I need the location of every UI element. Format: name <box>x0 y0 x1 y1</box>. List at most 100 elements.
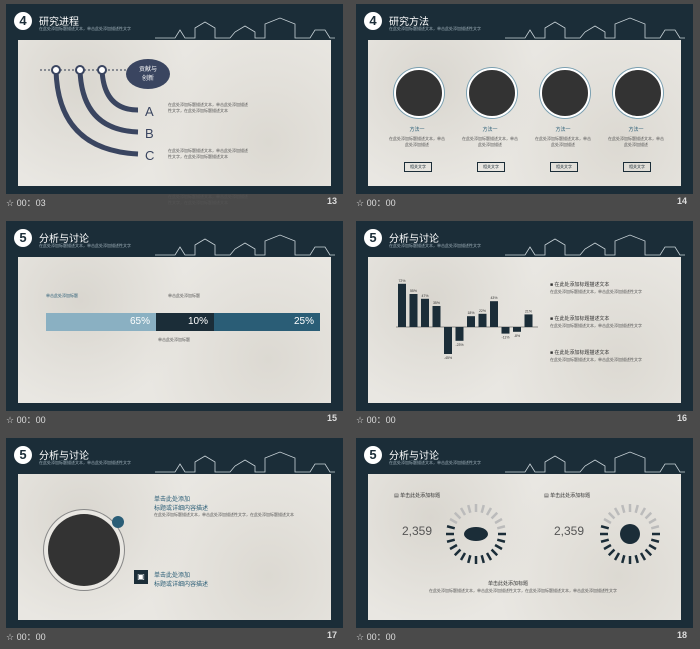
slide-thumbnail-17[interactable]: 5 分析与讨论 在此处添加标题描述文本，单击此处添加描述性文字 单击此处添加 标… <box>0 434 343 642</box>
slide-footer: ☆ 00：03 13 <box>0 196 337 208</box>
slide-page-number: 17 <box>326 630 337 640</box>
slide-subtitle: 在此处添加标题描述文本，单击此处添加描述性文字 <box>389 460 481 465</box>
chart-data-label: 35% <box>433 301 440 305</box>
timing-label: ☆ 00：00 <box>356 632 396 642</box>
stat-bar: 10% <box>156 313 214 331</box>
method-button[interactable]: 相关文字 <box>623 162 651 172</box>
method-photo <box>540 68 590 118</box>
chart-bar <box>490 301 498 327</box>
method-button[interactable]: 相关文字 <box>477 162 505 172</box>
badge-circle <box>112 516 124 528</box>
slide-canvas[interactable]: 5 分析与讨论 在此处添加标题描述文本，单击此处添加描述性文字 ▤ 单击此处添加… <box>356 438 693 628</box>
timing-label: ☆ 00：00 <box>6 415 46 425</box>
timing-label: ☆ 00：00 <box>6 632 46 642</box>
slide-page-number: 15 <box>326 413 337 423</box>
skyline-decoration <box>155 12 335 40</box>
slide-thumbnail-15[interactable]: 5 分析与讨论 在此处添加标题描述文本，单击此处添加描述性文字 65% 10% 25… <box>0 217 343 425</box>
legend-desc: 在此处添加标题描述文本，单击此处添加描述性文字 <box>550 357 642 362</box>
stat-text: 单击此处添加标题 <box>168 293 200 298</box>
chart-bar <box>444 327 452 354</box>
chart-data-label: 55% <box>410 289 417 293</box>
chart-data-label: 43% <box>490 296 497 300</box>
slide-footer: ☆ 00：00 14 <box>350 196 687 208</box>
skyline-decoration <box>505 446 685 474</box>
legend-item: ■ 在此处添加标题描述文本 <box>550 316 610 322</box>
section-number: 5 <box>14 229 32 247</box>
chart-data-label: -23% <box>455 343 463 347</box>
legend-item: ■ 在此处添加标题描述文本 <box>550 282 610 288</box>
slide-canvas[interactable]: 5 分析与讨论 在此处添加标题描述文本，单击此处添加描述性文字 单击此处添加 标… <box>6 438 343 628</box>
method-button[interactable]: 相关文字 <box>404 162 432 172</box>
slide-page-number: 16 <box>676 413 687 423</box>
label-C: C <box>145 148 155 163</box>
slide-paper: ▤ 单击此处添加标题 ▤ 单击此处添加标题 2,359 2,359 单击此处添加… <box>368 474 681 620</box>
stat-bar: 25% <box>214 313 320 331</box>
chart-bar <box>398 283 406 327</box>
stat-text: 单击此处添加标题 <box>158 337 190 342</box>
method-label: 方法一 <box>555 127 571 133</box>
chart-data-label: -45% <box>444 356 452 360</box>
desc-text: 在此处添加标题描述文本，单击此处添加描述性文字，在此处添加标题描述文本 <box>168 102 248 113</box>
slide-subtitle: 在此处添加标题描述文本，单击此处添加描述性文字 <box>39 243 131 248</box>
kpi-label: ▤ 单击此处添加标题 <box>394 493 441 499</box>
legend-item: ■ 在此处添加标题描述文本 <box>550 350 610 356</box>
stat-text: 单击此处添加标题 <box>46 293 78 298</box>
method-photo <box>394 68 444 118</box>
legend-desc: 在此处添加标题描述文本，单击此处添加描述性文字 <box>550 289 642 294</box>
team-photo <box>48 514 120 586</box>
slide-footer: ☆ 00：00 17 <box>0 630 337 642</box>
method-desc: 在此处添加标题描述文本，单击此处添加描述 <box>389 136 445 147</box>
center-desc: 在此处添加标题描述文本，单击此处添加描述性文字，在此处添加标题描述文本，单击此处… <box>429 588 617 593</box>
slide-title: 研究方法 <box>389 17 429 28</box>
slide-footer: ☆ 00：00 18 <box>350 630 687 642</box>
method-desc: 在此处添加标题描述文本，单击此处添加描述 <box>535 136 591 147</box>
stat-bar: 65% <box>46 313 156 331</box>
slide-paper: 72% 55% 47% 35% -45% -23% 18% 22% 43% -11% -8% 21% ■… <box>368 257 681 403</box>
slide-subtitle: 在此处添加标题描述文本，单击此处添加描述性文字 <box>39 26 131 31</box>
slide-title: 分析与讨论 <box>39 451 89 462</box>
slide-title: 分析与讨论 <box>389 234 439 245</box>
chart-bar <box>432 306 441 327</box>
slide-thumbnail-16[interactable]: 5 分析与讨论 在此处添加标题描述文本，单击此处添加描述性文字 72% 55% 47… <box>350 217 693 425</box>
slide-title: 研究进程 <box>39 17 79 28</box>
desc-text: 在此处添加标题描述文本，单击此处添加描述性文字，在此处添加标题描述文本 <box>168 194 248 205</box>
slide-canvas[interactable]: 4 研究方法 在此处添加标题描述文本，单击此处添加描述性文字 方法一 在此处添加… <box>356 4 693 194</box>
slide-thumbnail-18[interactable]: 5 分析与讨论 在此处添加标题描述文本，单击此处添加描述性文字 ▤ 单击此处添加… <box>350 434 693 642</box>
desc-text: 在此处添加标题描述文本，单击此处添加描述性文字，在此处添加标题描述文本 <box>168 148 248 159</box>
slide-subtitle: 在此处添加标题描述文本，单击此处添加描述性文字 <box>389 243 481 248</box>
timing-label: ☆ 00：03 <box>6 198 46 208</box>
headline-1: 单击此处添加 标题或详细内容描述 <box>154 497 209 512</box>
chart-bar <box>455 327 464 341</box>
kpi-label: ▤ 单击此处添加标题 <box>544 493 591 499</box>
kpi-value: 2,359 <box>402 524 433 538</box>
chart-bar <box>409 294 418 327</box>
skyline-decoration <box>505 229 685 257</box>
section-number: 4 <box>364 12 382 30</box>
slide-title: 分析与讨论 <box>39 234 89 245</box>
slide-page-number: 13 <box>326 196 337 206</box>
section-number: 5 <box>364 446 382 464</box>
slide-canvas[interactable]: 5 分析与讨论 在此处添加标题描述文本，单击此处添加描述性文字 72% 55% 47… <box>356 221 693 411</box>
body-text: 在此处添加标题描述文本，单击此处添加描述性文字，在此处添加标题描述文本 <box>154 512 294 517</box>
skyline-decoration <box>155 446 335 474</box>
slide-paper: 方法一 在此处添加标题描述文本，单击此处添加描述 相关文字 方法一 在此处添加标… <box>368 40 681 186</box>
chart-data-label: 72% <box>398 279 405 283</box>
method-desc: 在此处添加标题描述文本，单击此处添加描述 <box>462 136 518 147</box>
slide-page-number: 14 <box>676 196 687 206</box>
slide-thumbnail-14[interactable]: 4 研究方法 在此处添加标题描述文本，单击此处添加描述性文字 方法一 在此处添加… <box>350 0 693 208</box>
chart-data-label: 22% <box>479 309 486 313</box>
slide-canvas[interactable]: 5 分析与讨论 在此处添加标题描述文本，单击此处添加描述性文字 65% 10% 25… <box>6 221 343 411</box>
slide-footer: ☆ 00：00 15 <box>0 413 337 425</box>
label-A: A <box>145 104 154 119</box>
method-photo <box>613 68 663 118</box>
camera-icon: ▣ <box>134 570 148 584</box>
chart-data-label: 47% <box>421 294 428 298</box>
slide-paper: 65% 10% 25% 单击此处添加标题 单击此处添加标题 单击此处添加标题 <box>18 257 331 403</box>
timing-label: ☆ 00：00 <box>356 198 396 208</box>
chart-bar <box>501 327 510 334</box>
slide-footer: ☆ 00：00 16 <box>350 413 687 425</box>
method-button[interactable]: 相关文字 <box>550 162 578 172</box>
